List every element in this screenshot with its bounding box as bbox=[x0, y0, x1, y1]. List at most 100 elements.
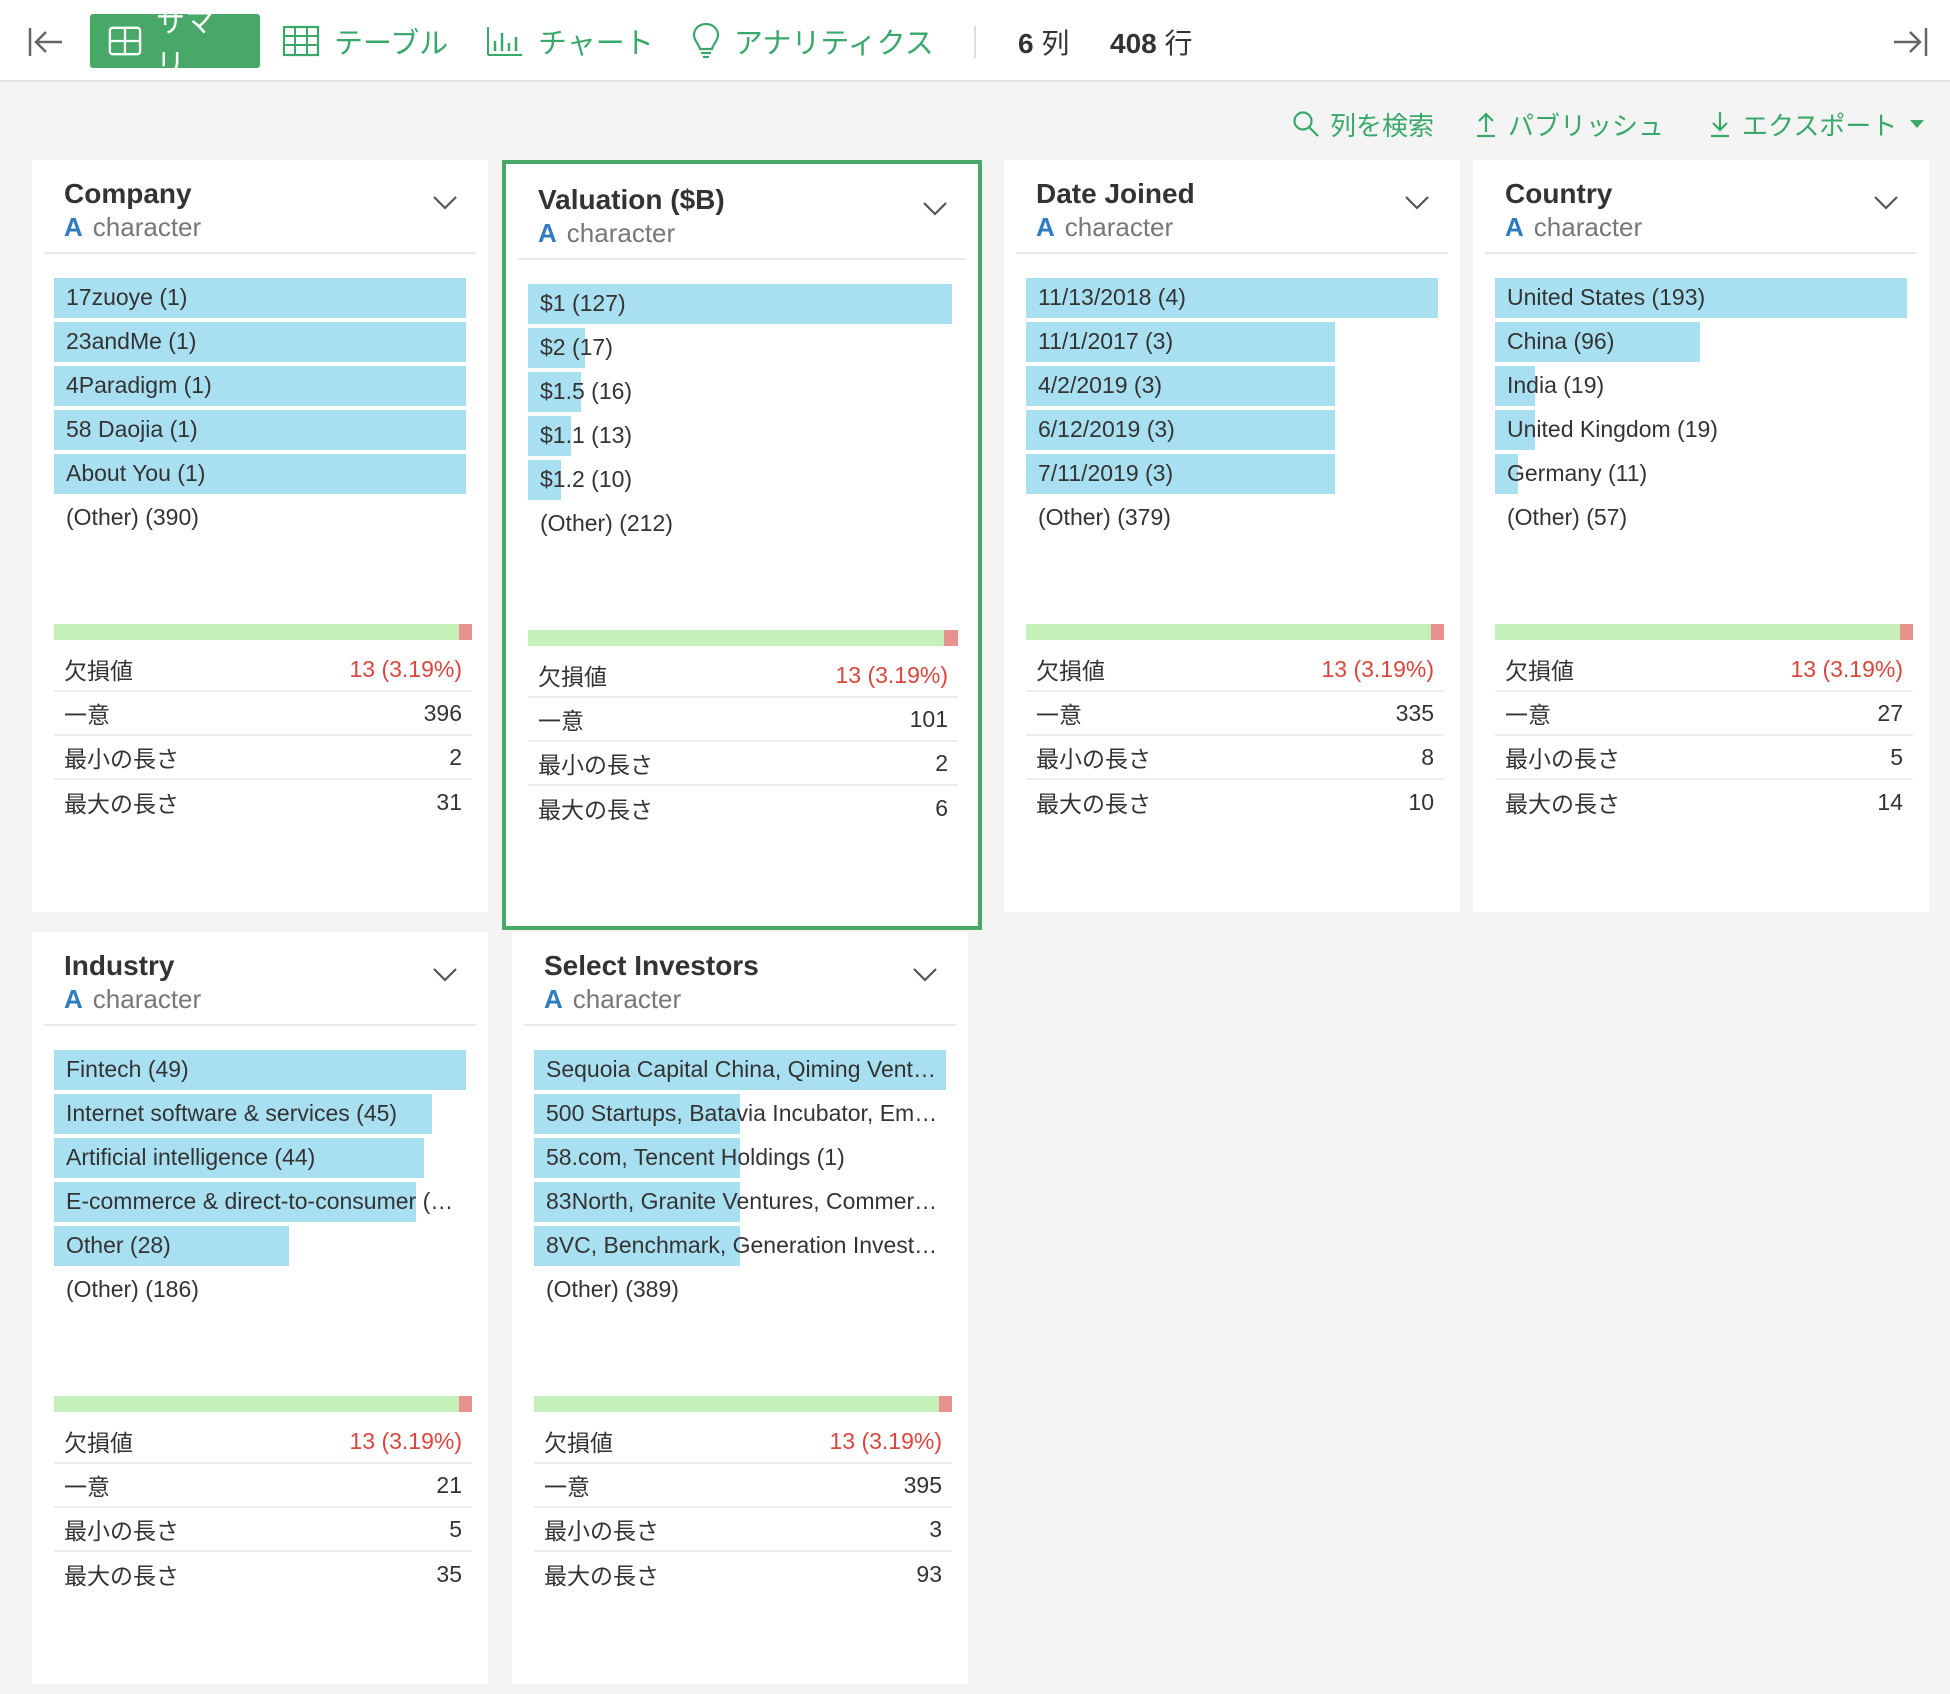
top-value-row[interactable]: $1.2 (10) bbox=[528, 458, 958, 502]
top-value-row[interactable]: United States (193) bbox=[1495, 276, 1913, 320]
stat-label: 最大の長さ bbox=[1505, 791, 1620, 817]
tab-chart[interactable]: チャート bbox=[486, 14, 654, 68]
top-value-row[interactable]: 4/2/2019 (3) bbox=[1026, 364, 1444, 408]
card-divider bbox=[44, 1024, 476, 1026]
search-columns-button[interactable]: 列を検索 bbox=[1292, 104, 1434, 144]
top-value-bar bbox=[534, 1226, 740, 1266]
character-type-icon: A bbox=[64, 984, 83, 1014]
other-values-row: (Other) (389) bbox=[534, 1268, 952, 1312]
search-icon bbox=[1293, 111, 1319, 137]
top-value-row[interactable]: 8VC, Benchmark, Generation Invest… bbox=[534, 1224, 952, 1268]
column-count-unit: 列 bbox=[1041, 28, 1070, 59]
top-value-row[interactable]: $2 (17) bbox=[528, 326, 958, 370]
chevron-down-icon[interactable] bbox=[912, 966, 938, 984]
top-value-bar bbox=[1026, 454, 1335, 494]
stat-row-unique: 一意 27 bbox=[1495, 692, 1913, 736]
column-stats: 欠損値 13 (3.19%) 一意 396 最小の長さ 2 最大の長さ 31 bbox=[54, 648, 472, 824]
row-count: 408 行 bbox=[1110, 22, 1193, 62]
stat-label: 最大の長さ bbox=[64, 1563, 179, 1589]
stat-label: 最大の長さ bbox=[64, 791, 179, 817]
stat-label: 最小の長さ bbox=[538, 752, 653, 778]
top-value-row[interactable]: E-commerce & direct-to-consumer (… bbox=[54, 1180, 472, 1224]
top-value-label: 11/1/2017 (3) bbox=[1038, 328, 1174, 354]
missing-segment bbox=[458, 624, 472, 640]
stat-row-min-length: 最小の長さ 2 bbox=[528, 742, 958, 786]
tab-analytics[interactable]: アナリティクス bbox=[692, 14, 934, 68]
export-button[interactable]: エクスポート bbox=[1708, 104, 1927, 144]
tab-summary-label: サマリ bbox=[155, 7, 214, 81]
top-value-row[interactable]: United Kingdom (19) bbox=[1495, 408, 1913, 452]
top-value-bar bbox=[54, 366, 466, 406]
top-value-row[interactable]: 4Paradigm (1) bbox=[54, 364, 472, 408]
top-value-row[interactable]: $1.5 (16) bbox=[528, 370, 958, 414]
top-value-row[interactable]: 58.com, Tencent Holdings (1) bbox=[534, 1136, 952, 1180]
stat-row-missing: 欠損値 13 (3.19%) bbox=[54, 648, 472, 692]
top-value-row[interactable]: About You (1) bbox=[54, 452, 472, 496]
top-value-row[interactable]: 58 Daojia (1) bbox=[54, 408, 472, 452]
collapse-left-icon[interactable] bbox=[26, 22, 66, 62]
chevron-down-icon[interactable] bbox=[1873, 194, 1899, 212]
top-value-label: 58.com, Tencent Holdings (1) bbox=[546, 1144, 845, 1170]
top-value-label: 4Paradigm (1) bbox=[66, 372, 212, 398]
top-value-row[interactable]: Fintech (49) bbox=[54, 1048, 472, 1092]
top-value-row[interactable]: India (19) bbox=[1495, 364, 1913, 408]
top-value-row[interactable]: $1.1 (13) bbox=[528, 414, 958, 458]
stat-value: 101 bbox=[909, 705, 948, 732]
publish-button[interactable]: パブリッシュ bbox=[1474, 104, 1664, 144]
search-columns-label: 列を検索 bbox=[1330, 110, 1435, 141]
top-value-row[interactable]: $1 (127) bbox=[528, 282, 958, 326]
stat-value: 6 bbox=[935, 794, 948, 821]
top-value-label: Artificial intelligence (44) bbox=[66, 1144, 316, 1170]
top-value-row[interactable]: 500 Startups, Batavia Incubator, Em… bbox=[534, 1092, 952, 1136]
tab-table[interactable]: テーブル bbox=[282, 14, 448, 68]
stat-row-min-length: 最小の長さ 3 bbox=[534, 1508, 952, 1552]
stat-value: 5 bbox=[1890, 743, 1903, 770]
top-value-label: India (19) bbox=[1507, 372, 1605, 398]
top-value-row[interactable]: Other (28) bbox=[54, 1224, 472, 1268]
top-value-label: $2 (17) bbox=[540, 334, 613, 360]
stat-row-max-length: 最大の長さ 10 bbox=[1026, 780, 1444, 824]
top-value-bar bbox=[534, 1050, 946, 1090]
collapse-right-icon[interactable] bbox=[1890, 22, 1930, 62]
top-values-chart: $1 (127) $2 (17) $1.5 (16) $1.1 (13) $1.2 (1… bbox=[528, 282, 958, 546]
chevron-down-icon[interactable] bbox=[432, 194, 458, 212]
top-value-row[interactable]: Artificial intelligence (44) bbox=[54, 1136, 472, 1180]
summary-grid-icon bbox=[108, 26, 142, 56]
chevron-down-icon[interactable] bbox=[1404, 194, 1430, 212]
chevron-down-icon[interactable] bbox=[432, 966, 458, 984]
stat-value: 5 bbox=[449, 1515, 462, 1542]
stat-value: 10 bbox=[1408, 788, 1434, 815]
top-value-row[interactable]: 11/13/2018 (4) bbox=[1026, 276, 1444, 320]
top-value-row[interactable]: 83North, Granite Ventures, Commer… bbox=[534, 1180, 952, 1224]
column-stats: 欠損値 13 (3.19%) 一意 101 最小の長さ 2 最大の長さ 6 bbox=[528, 654, 958, 830]
top-value-label: United States (193) bbox=[1507, 284, 1706, 310]
caret-down-icon bbox=[1910, 120, 1925, 128]
tab-summary[interactable]: サマリ bbox=[90, 7, 260, 81]
top-value-row[interactable]: Internet software & services (45) bbox=[54, 1092, 472, 1136]
top-value-row[interactable]: Sequoia Capital China, Qiming Vent… bbox=[534, 1048, 952, 1092]
top-value-row[interactable]: China (96) bbox=[1495, 320, 1913, 364]
data-quality-bar bbox=[54, 624, 472, 640]
top-value-bar bbox=[528, 284, 952, 324]
tab-analytics-label: アナリティクス bbox=[734, 28, 934, 60]
other-values-row: (Other) (390) bbox=[54, 496, 472, 540]
top-value-row[interactable]: Germany (11) bbox=[1495, 452, 1913, 496]
stat-value: 14 bbox=[1877, 788, 1903, 815]
stat-value: 27 bbox=[1877, 699, 1903, 726]
top-value-row[interactable]: 7/11/2019 (3) bbox=[1026, 452, 1444, 496]
chevron-down-icon[interactable] bbox=[922, 200, 948, 218]
stat-label: 一意 bbox=[1505, 702, 1551, 728]
top-value-row[interactable]: 11/1/2017 (3) bbox=[1026, 320, 1444, 364]
top-value-row[interactable]: 23andMe (1) bbox=[54, 320, 472, 364]
top-value-row[interactable]: 6/12/2019 (3) bbox=[1026, 408, 1444, 452]
top-value-row[interactable]: 17zuoye (1) bbox=[54, 276, 472, 320]
top-value-bar bbox=[1495, 278, 1907, 318]
stat-label: 一意 bbox=[538, 708, 584, 734]
